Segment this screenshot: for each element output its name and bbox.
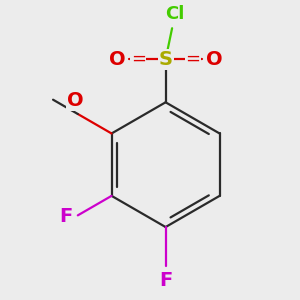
Text: F: F bbox=[59, 207, 73, 226]
Text: =: = bbox=[185, 50, 200, 68]
Text: Cl: Cl bbox=[165, 5, 184, 23]
Text: S: S bbox=[159, 50, 172, 69]
Text: O: O bbox=[109, 50, 125, 69]
Text: O: O bbox=[67, 91, 83, 110]
Text: O: O bbox=[206, 50, 223, 69]
Text: F: F bbox=[159, 271, 172, 290]
Text: =: = bbox=[131, 50, 146, 68]
